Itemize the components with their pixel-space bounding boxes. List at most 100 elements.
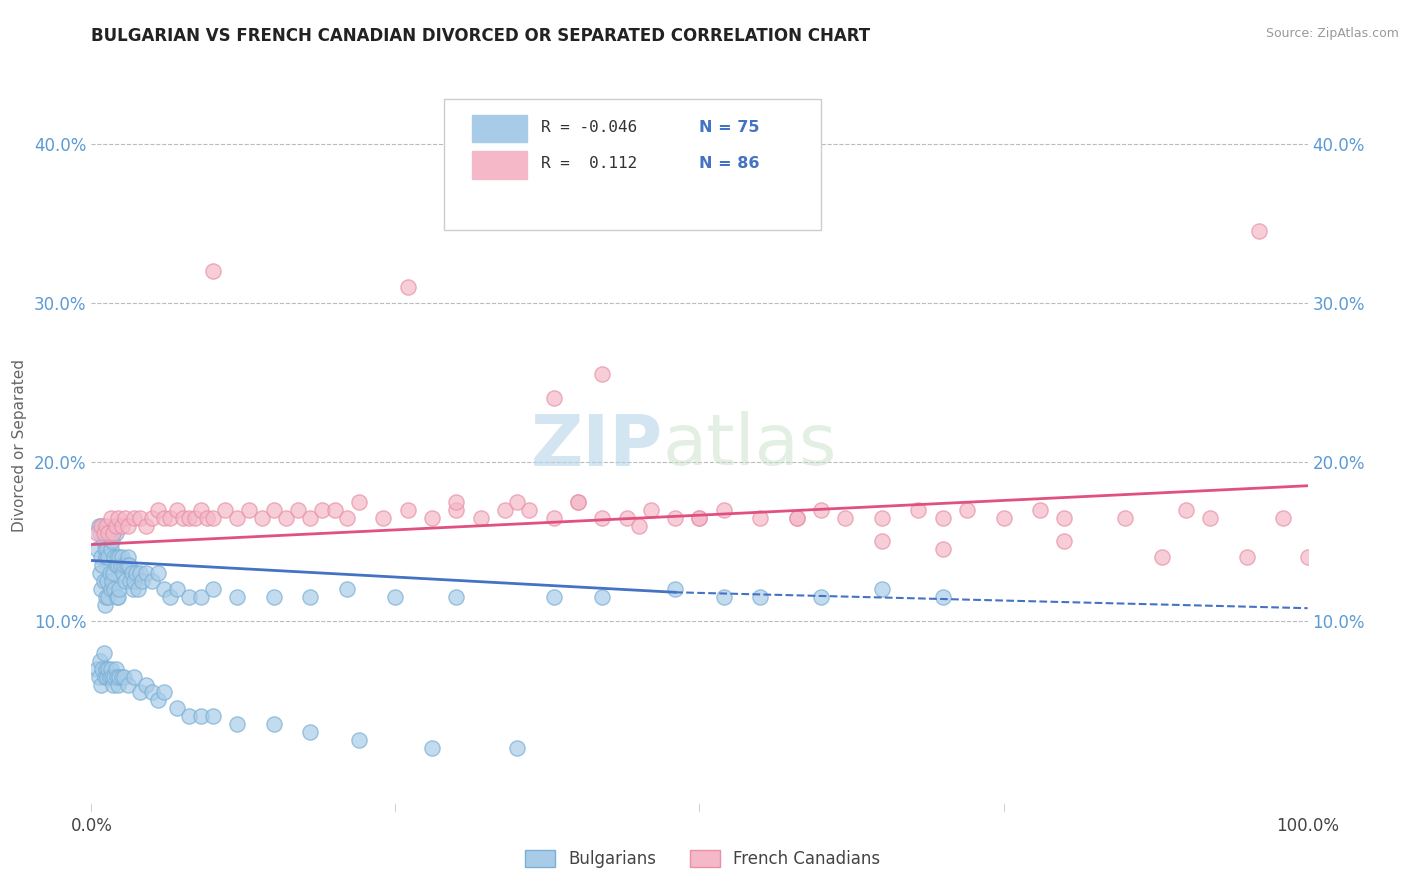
Point <box>91 558 114 573</box>
Point <box>444 502 467 516</box>
Point <box>1053 534 1076 549</box>
Point <box>127 582 149 596</box>
Point <box>103 550 125 565</box>
Point <box>107 590 129 604</box>
Point <box>506 494 529 508</box>
Point <box>122 574 145 589</box>
Point <box>567 494 589 508</box>
Point <box>238 502 260 516</box>
Point <box>543 510 565 524</box>
Point <box>1296 550 1319 565</box>
Point <box>420 510 443 524</box>
Point <box>90 518 112 533</box>
Point <box>117 518 139 533</box>
Point <box>129 685 152 699</box>
Point <box>166 701 188 715</box>
FancyBboxPatch shape <box>444 99 821 230</box>
Point <box>153 685 176 699</box>
Point <box>1029 502 1052 516</box>
Point <box>107 677 129 691</box>
Point <box>135 677 157 691</box>
Point <box>1114 510 1136 524</box>
Point <box>214 502 236 516</box>
Point <box>870 534 893 549</box>
Text: R = -0.046: R = -0.046 <box>541 120 638 135</box>
Point <box>591 590 613 604</box>
Point <box>105 669 128 683</box>
Point <box>506 741 529 756</box>
Point <box>108 582 131 596</box>
Point <box>112 669 135 683</box>
Text: R =  0.112: R = 0.112 <box>541 156 638 171</box>
Bar <box>472 115 527 143</box>
Point <box>749 510 772 524</box>
Point <box>166 582 188 596</box>
Point <box>97 550 120 565</box>
Point <box>100 542 122 557</box>
Point <box>96 542 118 557</box>
Point <box>153 510 176 524</box>
Point <box>1150 550 1173 565</box>
Point <box>688 510 710 524</box>
Point <box>107 510 129 524</box>
Point <box>1175 502 1198 516</box>
Point <box>202 582 225 596</box>
Point <box>86 526 108 541</box>
Point <box>1247 224 1270 238</box>
Point <box>103 582 125 596</box>
Point <box>159 590 181 604</box>
Text: N = 75: N = 75 <box>699 120 761 135</box>
Point <box>396 280 419 294</box>
Point <box>86 542 108 557</box>
Point <box>98 566 121 581</box>
Point <box>101 534 124 549</box>
Point <box>956 502 979 516</box>
Point <box>148 566 170 581</box>
Point <box>177 590 200 604</box>
Point <box>688 510 710 524</box>
Point <box>94 669 117 683</box>
Point <box>195 510 218 524</box>
Point <box>470 510 492 524</box>
Point <box>810 502 832 516</box>
Point <box>90 550 112 565</box>
Point <box>131 574 153 589</box>
Point <box>373 510 395 524</box>
Point <box>101 669 124 683</box>
Point <box>184 510 207 524</box>
Point <box>640 502 662 516</box>
Point <box>91 518 114 533</box>
Point <box>263 717 285 731</box>
Point <box>1199 510 1222 524</box>
Point <box>129 510 152 524</box>
Point <box>420 741 443 756</box>
Point <box>89 526 111 541</box>
Point <box>177 510 200 524</box>
Point <box>263 502 285 516</box>
Point <box>517 502 540 516</box>
Point <box>250 510 273 524</box>
Point <box>177 709 200 723</box>
Point <box>1053 510 1076 524</box>
Point <box>111 518 134 533</box>
Point <box>299 510 322 524</box>
Point <box>786 510 808 524</box>
Point <box>749 590 772 604</box>
Text: ZIP: ZIP <box>530 411 664 481</box>
Point <box>96 669 118 683</box>
Point <box>96 574 118 589</box>
Point <box>111 550 134 565</box>
Point <box>100 582 122 596</box>
Point <box>97 526 120 541</box>
Point <box>135 518 157 533</box>
Point <box>166 502 188 516</box>
Point <box>870 510 893 524</box>
Point <box>396 502 419 516</box>
Point <box>121 566 143 581</box>
Point <box>591 510 613 524</box>
Point <box>1272 510 1295 524</box>
Point <box>567 494 589 508</box>
Point <box>190 590 212 604</box>
Point <box>94 518 117 533</box>
Point <box>86 662 108 676</box>
